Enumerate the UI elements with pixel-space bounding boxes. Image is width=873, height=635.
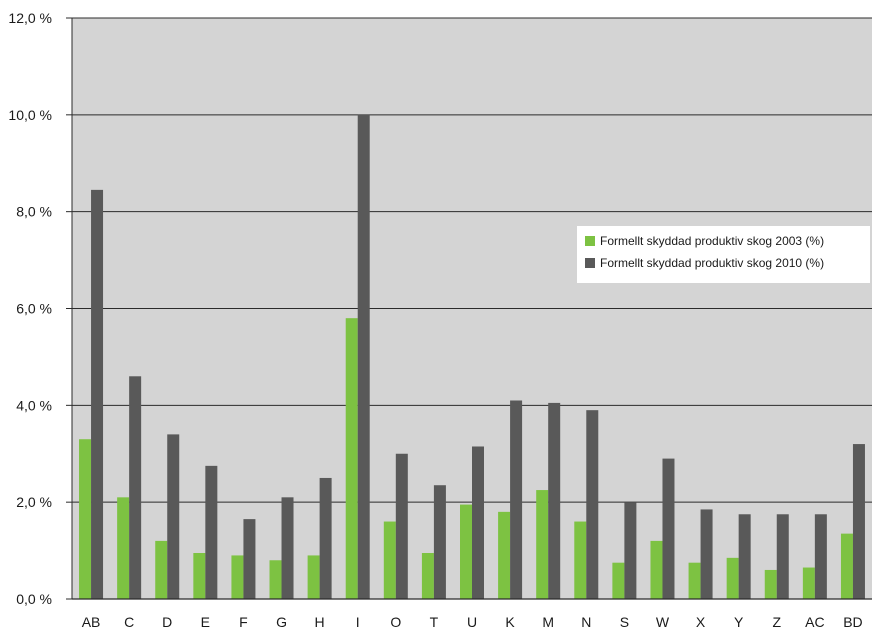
legend-label-2010: Formellt skyddad produktiv skog 2010 (%): [600, 256, 824, 270]
x-tick-label: S: [620, 614, 629, 630]
bar-z-2003: [764, 569, 777, 599]
axes: 0,0 % 2,0 % 4,0 % 6,0 % 8,0 % 10,0 % 12,0 % AB C…: [8, 10, 872, 630]
bar-ab-2010: [91, 189, 104, 600]
bar-s-2003: [612, 562, 625, 599]
x-tick-label: Y: [734, 614, 744, 630]
bar-c-2010: [129, 376, 142, 599]
bar-z-2010: [776, 514, 789, 599]
bar-bd-2003: [840, 533, 853, 599]
bar-w-2010: [662, 458, 675, 599]
x-tick-label: X: [696, 614, 706, 630]
legend-swatch-2010: [585, 258, 595, 268]
bar-ac-2010: [814, 514, 827, 599]
x-tick-label: D: [162, 614, 172, 630]
y-tick-label: 6,0 %: [16, 301, 52, 317]
bar-d-2003: [155, 540, 168, 599]
x-tick-label: T: [430, 614, 439, 630]
bar-t-2010: [433, 485, 446, 599]
legend-label-2003: Formellt skyddad produktiv skog 2003 (%): [600, 234, 824, 248]
bar-m-2003: [536, 490, 549, 599]
bar-h-2003: [307, 555, 320, 599]
bar-g-2010: [281, 497, 294, 599]
x-tick-label: Z: [772, 614, 781, 630]
bar-k-2003: [498, 511, 511, 599]
bar-f-2010: [243, 519, 256, 599]
bar-i-2010: [357, 114, 370, 599]
bar-x-2003: [688, 562, 701, 599]
bar-n-2010: [586, 410, 599, 599]
bar-h-2010: [319, 477, 332, 599]
x-tick-label: N: [581, 614, 591, 630]
x-tick-label: O: [390, 614, 401, 630]
bar-s-2010: [624, 502, 637, 599]
bar-o-2003: [383, 521, 396, 599]
y-tick-label: 12,0 %: [8, 10, 52, 26]
bar-o-2010: [395, 453, 408, 599]
x-tick-label: H: [315, 614, 325, 630]
bar-m-2010: [548, 402, 561, 599]
y-tick-label: 8,0 %: [16, 204, 52, 220]
bar-ac-2003: [802, 567, 815, 599]
bar-e-2003: [193, 553, 206, 599]
bar-y-2003: [726, 557, 739, 599]
bar-u-2010: [472, 446, 484, 599]
bar-c-2003: [117, 497, 130, 599]
bar-w-2003: [650, 540, 663, 599]
x-tick-label: G: [276, 614, 287, 630]
x-tick-label: U: [467, 614, 477, 630]
y-tick-label: 2,0 %: [16, 494, 52, 510]
x-tick-label: AB: [82, 614, 101, 630]
bar-i-2003: [345, 318, 358, 599]
x-tick-label: BD: [843, 614, 862, 630]
x-tick-label: C: [124, 614, 134, 630]
legend-swatch-2003: [585, 236, 595, 246]
x-tick-label: E: [201, 614, 210, 630]
y-tick-label: 10,0 %: [8, 107, 52, 123]
bar-f-2003: [231, 555, 244, 599]
bar-u-2003: [460, 504, 472, 599]
bar-ab-2003: [79, 439, 92, 599]
bars: [79, 114, 865, 600]
bar-n-2003: [574, 521, 587, 599]
bar-t-2003: [421, 553, 434, 599]
x-tick-label: I: [356, 614, 360, 630]
x-tick-label: M: [542, 614, 554, 630]
x-tick-label: W: [656, 614, 670, 630]
bar-d-2010: [167, 434, 180, 599]
y-tick-label: 0,0 %: [16, 591, 52, 607]
legend: Formellt skyddad produktiv skog 2003 (%)…: [577, 226, 870, 283]
bar-y-2010: [738, 514, 751, 599]
bar-g-2003: [269, 560, 282, 599]
x-tick-label: K: [505, 614, 515, 630]
y-tick-label: 4,0 %: [16, 397, 52, 413]
bar-e-2010: [205, 465, 218, 599]
bar-x-2010: [700, 509, 713, 599]
x-tick-label: AC: [805, 614, 824, 630]
bar-bd-2010: [852, 444, 865, 599]
bar-k-2010: [510, 400, 523, 599]
x-tick-label: F: [239, 614, 248, 630]
legend-box: [577, 226, 870, 283]
